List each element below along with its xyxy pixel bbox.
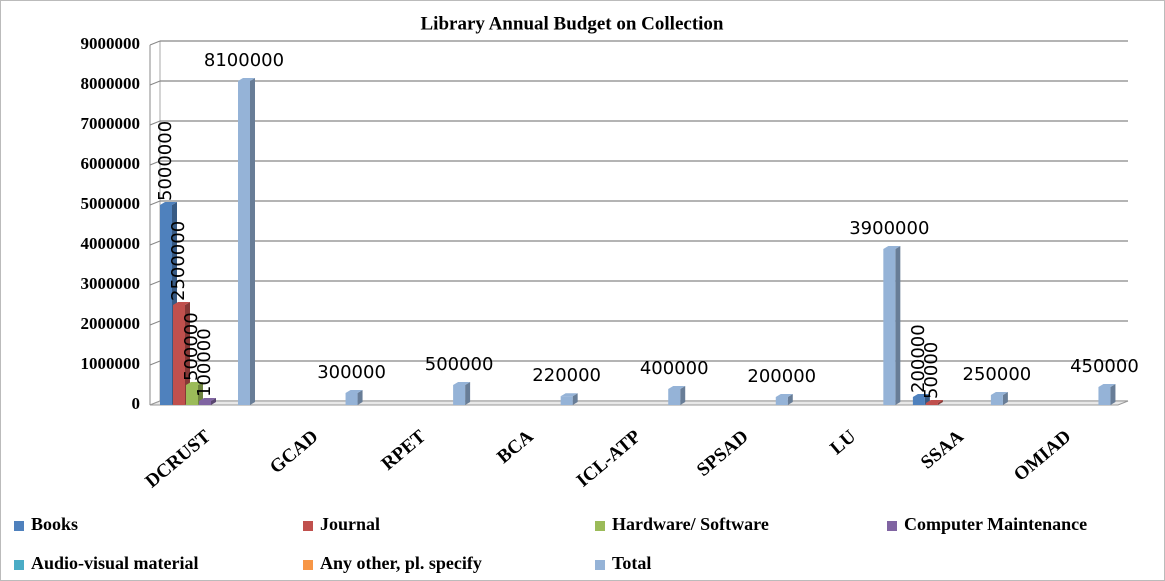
y-tick-label: 1000000 bbox=[81, 354, 141, 373]
bar bbox=[345, 393, 358, 405]
bar bbox=[668, 389, 681, 405]
bar bbox=[1098, 387, 1111, 405]
legend-label: Audio-visual material bbox=[31, 553, 199, 573]
bar-top bbox=[199, 398, 216, 401]
value-label: 400000 bbox=[640, 358, 709, 379]
y-tick-label: 9000000 bbox=[81, 34, 141, 53]
bar-side bbox=[1110, 384, 1116, 405]
grid-line-side bbox=[149, 40, 161, 46]
grid-line-side bbox=[149, 120, 161, 126]
value-label: 5000000 bbox=[155, 121, 176, 201]
bar-side bbox=[250, 78, 255, 405]
value-label: 500000 bbox=[425, 354, 494, 375]
floor bbox=[149, 400, 1129, 406]
y-tick-label: 7000000 bbox=[81, 114, 141, 133]
bar bbox=[453, 385, 466, 405]
bar-top bbox=[453, 382, 471, 385]
y-tick-label: 6000000 bbox=[81, 154, 141, 173]
legend-label: Computer Maintenance bbox=[904, 514, 1087, 534]
value-label: 50000 bbox=[921, 342, 942, 399]
bar-side bbox=[787, 394, 793, 405]
legend-label: Hardware/ Software bbox=[612, 514, 769, 534]
bar-side bbox=[198, 382, 203, 405]
legend-swatch bbox=[14, 521, 24, 531]
bar bbox=[560, 396, 573, 405]
value-label: 200000 bbox=[747, 366, 816, 387]
bar-top bbox=[775, 394, 793, 397]
bar bbox=[925, 403, 938, 405]
grid-line-side bbox=[149, 80, 161, 86]
bar-side bbox=[1002, 392, 1008, 405]
legend-swatch bbox=[595, 560, 605, 570]
bar-side bbox=[211, 398, 216, 405]
legend-label: Any other, pl. specify bbox=[320, 553, 482, 573]
chart-title: Library Annual Budget on Collection bbox=[421, 13, 724, 34]
bar-top bbox=[990, 392, 1008, 395]
grid-line-side bbox=[149, 280, 161, 286]
bar bbox=[173, 305, 185, 405]
bar-top bbox=[925, 400, 943, 403]
value-label: 450000 bbox=[1070, 356, 1139, 377]
bar-top bbox=[883, 246, 901, 249]
grid-line-side bbox=[149, 200, 161, 206]
value-label: 2500000 bbox=[168, 221, 189, 301]
grid-line-side bbox=[149, 360, 161, 366]
bar-top bbox=[668, 386, 686, 389]
value-label: 3900000 bbox=[849, 218, 929, 239]
grid-line-side bbox=[149, 320, 161, 326]
bar-top bbox=[912, 394, 930, 397]
bar-top bbox=[186, 382, 203, 385]
y-tick-label: 8000000 bbox=[81, 74, 141, 93]
bar-side bbox=[572, 393, 578, 405]
bar bbox=[238, 81, 250, 405]
value-label: 100000 bbox=[194, 328, 215, 397]
bar-top bbox=[238, 78, 255, 81]
bar-top bbox=[1098, 384, 1116, 387]
bar bbox=[912, 397, 925, 405]
value-label: 8100000 bbox=[204, 50, 284, 71]
bar-side bbox=[465, 382, 471, 405]
legend-swatch bbox=[303, 521, 313, 531]
grid-line-side bbox=[149, 160, 161, 166]
legend-swatch bbox=[14, 560, 24, 570]
bar-top bbox=[345, 390, 363, 393]
bar-side bbox=[185, 302, 190, 405]
bar-top bbox=[160, 202, 177, 205]
bar-top bbox=[173, 302, 190, 305]
legend-swatch bbox=[595, 521, 605, 531]
bar-side bbox=[357, 390, 363, 405]
bar bbox=[990, 395, 1003, 405]
bar bbox=[186, 385, 198, 405]
value-label: 500000 bbox=[181, 312, 202, 381]
value-label: 200000 bbox=[908, 324, 929, 393]
y-tick-label: 4000000 bbox=[81, 234, 141, 253]
value-label: 250000 bbox=[963, 364, 1032, 385]
y-tick-label: 5000000 bbox=[81, 194, 141, 213]
legend-label: Total bbox=[612, 553, 651, 573]
legend-label: Books bbox=[31, 514, 78, 534]
value-label: 300000 bbox=[317, 362, 386, 383]
legend-swatch bbox=[303, 560, 313, 570]
bar-side bbox=[680, 386, 686, 405]
bar-side bbox=[937, 400, 943, 405]
y-tick-label: 3000000 bbox=[81, 274, 141, 293]
bar-side bbox=[895, 246, 901, 405]
bar bbox=[160, 205, 172, 405]
bar bbox=[199, 401, 211, 405]
bar-top bbox=[560, 393, 578, 397]
bar bbox=[775, 397, 788, 405]
bar bbox=[883, 249, 896, 405]
y-tick-label: 2000000 bbox=[81, 314, 141, 333]
value-label: 220000 bbox=[532, 365, 601, 386]
y-tick-label: 0 bbox=[132, 394, 141, 413]
legend-label: Journal bbox=[320, 514, 380, 534]
legend-swatch bbox=[887, 521, 897, 531]
grid-line-side bbox=[149, 240, 161, 246]
